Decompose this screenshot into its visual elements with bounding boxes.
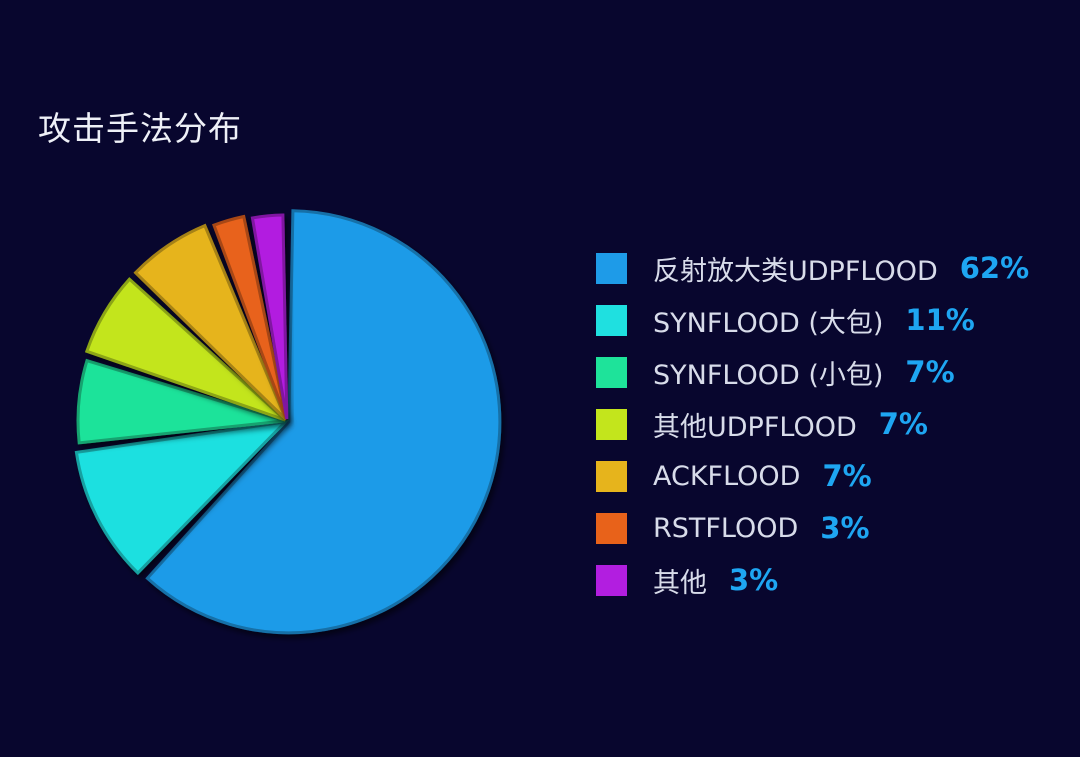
legend-swatch bbox=[596, 304, 627, 336]
legend-label: 反射放大类UDPFLOOD bbox=[653, 255, 938, 287]
pie-slices bbox=[74, 209, 502, 635]
legend-label: SYNFLOOD (小包) bbox=[653, 359, 884, 391]
legend-item: 反射放大类UDPFLOOD 62% bbox=[596, 242, 1029, 294]
pie-slice bbox=[133, 223, 288, 421]
legend-swatch bbox=[596, 356, 627, 388]
pie-slice bbox=[250, 213, 289, 420]
legend-item: 其他UDPFLOOD 7% bbox=[596, 398, 1029, 450]
legend-label: 其他 bbox=[653, 567, 707, 599]
legend-item: 其他 3% bbox=[596, 554, 1029, 606]
legend-item: SYNFLOOD (大包) 11% bbox=[596, 294, 1029, 346]
chart-title: 攻击手法分布 bbox=[38, 109, 242, 148]
legend-value: 3% bbox=[820, 511, 870, 545]
legend-swatch bbox=[596, 512, 627, 544]
pie-chart bbox=[74, 209, 502, 635]
legend-value: 7% bbox=[878, 407, 928, 441]
pie-slice bbox=[76, 358, 286, 445]
legend-item: SYNFLOOD (小包) 7% bbox=[596, 346, 1029, 398]
legend-value: 7% bbox=[822, 459, 872, 493]
legend-swatch bbox=[596, 252, 627, 284]
legend-swatch bbox=[596, 460, 627, 492]
legend-value: 3% bbox=[729, 563, 779, 597]
legend: 反射放大类UDPFLOOD 62% SYNFLOOD (大包) 11% SYNFLOOD… bbox=[596, 242, 1029, 606]
legend-swatch bbox=[596, 564, 627, 596]
legend-label: 其他UDPFLOOD bbox=[653, 411, 857, 443]
legend-value: 62% bbox=[959, 251, 1030, 285]
legend-label: RSTFLOOD bbox=[653, 512, 799, 544]
legend-value: 11% bbox=[905, 303, 975, 337]
legend-label: ACKFLOOD bbox=[653, 460, 801, 492]
pie-slice bbox=[74, 419, 290, 576]
pie-slice bbox=[145, 209, 502, 635]
legend-label: SYNFLOOD (大包) bbox=[653, 307, 884, 339]
legend-swatch bbox=[596, 408, 627, 440]
pie-slice bbox=[212, 214, 288, 420]
pie-slice bbox=[84, 277, 287, 422]
legend-value: 7% bbox=[905, 355, 955, 389]
legend-item: ACKFLOOD 7% bbox=[596, 450, 1029, 502]
legend-item: RSTFLOOD 3% bbox=[596, 502, 1029, 554]
